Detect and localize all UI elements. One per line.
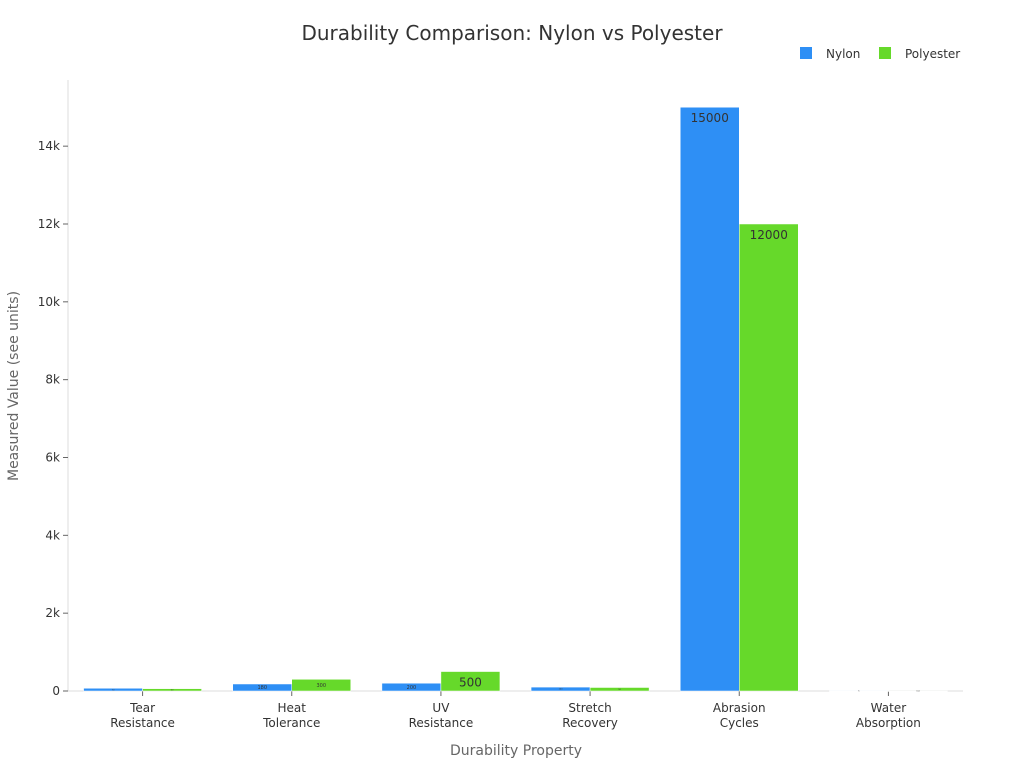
- x-tick-label: UV: [432, 701, 450, 715]
- data-label: 60: [171, 689, 174, 691]
- bar-polyester: [739, 223, 799, 692]
- x-tick-label: Recovery: [562, 716, 618, 730]
- y-tick-label: 14k: [38, 139, 60, 153]
- y-tick-label: 2k: [45, 606, 60, 620]
- data-label: 5: [858, 691, 860, 693]
- y-axis-label: Measured Value (see units): [6, 291, 22, 481]
- x-axis-label: Durability Property: [450, 743, 582, 759]
- y-tick-label: 0: [52, 684, 60, 698]
- bar-polyester: [589, 687, 650, 692]
- data-label: 90: [618, 689, 621, 691]
- data-label: 15000: [691, 111, 729, 125]
- y-tick-label: 10k: [38, 295, 60, 309]
- data-label: 180: [257, 685, 267, 691]
- x-tick-label: Stretch: [568, 701, 611, 715]
- legend-swatch-nylon: [800, 47, 812, 59]
- data-label: 300: [316, 683, 326, 689]
- data-label: 200: [407, 685, 417, 691]
- x-tick-label: Water: [871, 701, 907, 715]
- legend-label: Polyester: [905, 47, 960, 61]
- data-label: 0.4: [916, 691, 920, 693]
- x-tick-label: Cycles: [720, 716, 759, 730]
- y-tick-label: 6k: [45, 450, 60, 464]
- y-tick-label: 12k: [38, 217, 60, 231]
- x-tick-label: Resistance: [110, 716, 175, 730]
- data-label: 100: [559, 689, 564, 691]
- y-tick-label: 8k: [45, 373, 60, 387]
- x-tick-label: Tolerance: [262, 716, 320, 730]
- x-tick-label: Absorption: [856, 716, 921, 730]
- bar-polyester: [142, 688, 202, 692]
- bar-nylon: [680, 106, 740, 692]
- data-label: 70: [112, 689, 115, 691]
- chart-title: Durability Comparison: Nylon vs Polyeste…: [301, 21, 723, 45]
- x-tick-label: Resistance: [409, 716, 474, 730]
- x-tick-label: Heat: [278, 701, 307, 715]
- data-label: 500: [459, 676, 482, 690]
- x-tick-label: Abrasion: [713, 701, 766, 715]
- legend-swatch-polyester: [879, 47, 891, 59]
- x-tick-label: Tear: [129, 701, 155, 715]
- y-tick-label: 4k: [45, 528, 60, 542]
- legend-label: Nylon: [826, 47, 860, 61]
- bar-polyester: [440, 671, 501, 692]
- bar-polyester: [291, 679, 351, 692]
- data-label: 12000: [750, 228, 788, 242]
- bar-polyester: [888, 690, 948, 692]
